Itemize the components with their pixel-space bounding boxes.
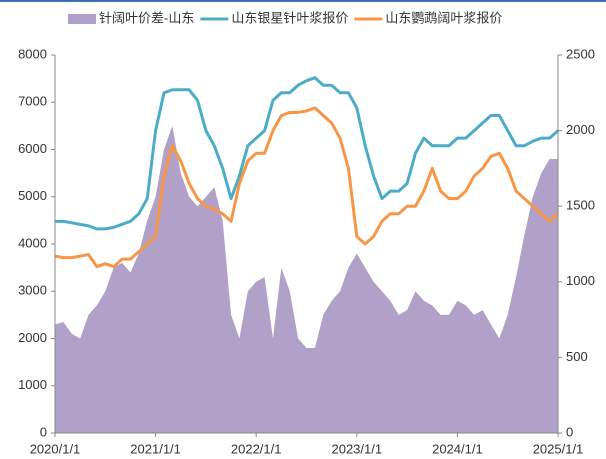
y2-tick-label: 2500	[566, 46, 595, 61]
y-tick-label: 3000	[18, 283, 47, 298]
y2-tick-label: 500	[566, 349, 588, 364]
x-tick-label: 2025/1/1	[533, 441, 584, 456]
x-tick-label: 2023/1/1	[331, 441, 382, 456]
legend-label: 山东鹦鹉阔叶浆报价	[385, 10, 502, 25]
x-tick-label: 2020/1/1	[30, 441, 81, 456]
y-tick-label: 4000	[18, 235, 47, 250]
y-tick-label: 1000	[18, 377, 47, 392]
legend: 针阔叶价差-山东 山东银星针叶浆报价 山东鹦鹉阔叶浆报价	[68, 10, 502, 25]
y2-tick-label: 2000	[566, 122, 595, 137]
y2-tick-label: 1500	[566, 198, 595, 213]
line	[55, 76, 560, 231]
y-tick-label: 7000	[18, 94, 47, 109]
line	[54, 106, 560, 269]
y2-tick-label: 1000	[566, 273, 595, 288]
y-tick-label: 5000	[18, 188, 47, 203]
y-tick-label: 0	[40, 424, 47, 439]
y-tick-label: 6000	[18, 141, 47, 156]
area	[55, 125, 558, 433]
x-tick-label: 2022/1/1	[231, 441, 282, 456]
x-tick-label: 2021/1/1	[130, 441, 181, 456]
legend-label: 山东银星针叶浆报价	[231, 10, 348, 25]
x-tick-label: 2024/1/1	[432, 441, 483, 456]
legend-label: 针阔叶价差-山东	[99, 10, 194, 25]
y2-tick-label: 0	[566, 424, 573, 439]
y-tick-label: 2000	[18, 330, 47, 345]
y-tick-label: 8000	[18, 46, 47, 61]
legend-swatch	[68, 14, 96, 24]
